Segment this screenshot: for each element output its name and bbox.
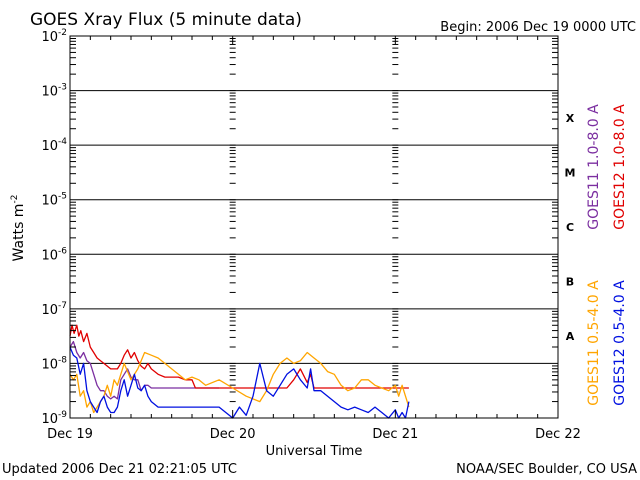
legend: GOES11 1.0-8.0 A GOES12 1.0-8.0 A GOES11 0… [586,104,628,406]
chart-title: GOES Xray Flux (5 minute data) [30,10,302,30]
series-line-3 [69,346,410,419]
plot-grid [70,37,558,419]
legend-entry-0: GOES11 1.0-8.0 A [586,104,602,230]
y-tick-label: 10-4 [41,137,67,154]
y-tick-label: 10-9 [41,410,67,427]
legend-entry-1: GOES12 1.0-8.0 A [612,104,628,230]
x-tick-label: Dec 19 [47,427,93,442]
flare-class-a: A [566,330,575,343]
x-axis-title: Universal Time [266,444,363,459]
flare-class-labels: X M C B A [565,112,576,343]
updated-time: Updated 2006 Dec 21 02:21:05 UTC [2,462,237,477]
y-axis-title: Watts m-2 [10,195,27,262]
series-line-1 [69,324,409,389]
flare-class-b: B [566,276,574,289]
y-tick-label: 10-6 [41,246,67,263]
flare-class-c: C [566,221,574,234]
plot-frame [69,35,559,419]
credit: NOAA/SEC Boulder, CO USA [456,462,637,477]
y-tick-label: 10-5 [41,192,67,209]
y-tick-label: 10-2 [41,28,67,45]
flare-class-x: X [566,112,575,125]
x-tick-label: Dec 20 [210,427,256,442]
y-tick-label: 10-8 [41,355,67,372]
y-axis-ticks: 10-2 10-3 10-4 10-5 10-6 10-7 10-8 10-9 [41,28,558,427]
flare-class-m: M [565,166,576,179]
x-axis-ticks: Dec 19 Dec 20 Dec 21 Dec 22 [47,36,581,442]
legend-entry-3: GOES12 0.5-4.0 A [612,280,628,406]
legend-entry-2: GOES11 0.5-4.0 A [586,280,602,406]
begin-time: Begin: 2006 Dec 19 0000 UTC [440,20,636,35]
series-layer [69,324,410,419]
series-line-0 [69,340,220,400]
y-tick-label: 10-7 [41,301,67,318]
x-tick-label: Dec 21 [372,427,418,442]
x-tick-label: Dec 22 [535,427,581,442]
y-tick-label: 10-3 [41,83,67,100]
